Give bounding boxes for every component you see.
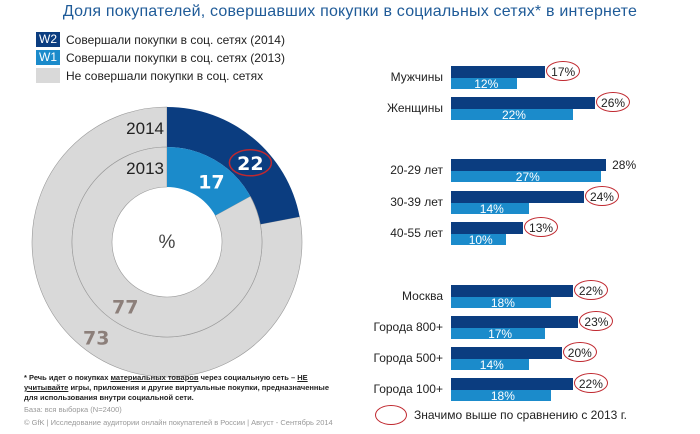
legend-swatch-w2: W2 [36, 32, 60, 47]
category-label: Города 100+ [373, 382, 444, 396]
category-label: Мужчины [390, 70, 443, 84]
significance-legend-ring [375, 405, 407, 425]
base-note: База: вся выборка (N=2400) [24, 405, 122, 414]
bar-2013 [451, 389, 551, 401]
legend-item-2014: W2 Совершали покупки в соц. сетях (2014) [36, 32, 285, 47]
value-label-2013: 12% [474, 77, 499, 91]
value-label-2013: 18% [490, 389, 515, 403]
legend-label: Совершали покупки в соц. сетях (2014) [66, 32, 285, 47]
footnote-text: * Речь идет о покупках [24, 373, 111, 382]
bar-2014 [451, 97, 596, 109]
footnote-underline: материальных товаров [110, 373, 199, 382]
bar-2013 [451, 202, 529, 214]
significance-ring [524, 217, 559, 237]
donut-label-bought-2013: 17 [198, 172, 224, 194]
category-label: 40-55 лет [390, 226, 443, 240]
bar-2014 [451, 285, 573, 297]
bar-2013 [451, 77, 518, 89]
significance-ring [546, 61, 581, 81]
value-label-2013: 14% [479, 358, 504, 372]
value-label-2013: 17% [488, 327, 513, 341]
footnote: * Речь идет о покупках материальных това… [24, 373, 344, 403]
bar-2014 [451, 347, 562, 359]
ring-year-label: 2013 [126, 159, 164, 178]
legend-swatch-w1: W1 [36, 50, 60, 65]
ring-year-label: 2014 [126, 119, 164, 138]
bar-2014 [451, 378, 573, 390]
legend-label: Не совершали покупки в соц. сетях [66, 68, 264, 83]
significance-ring [584, 186, 619, 206]
category-label: Женщины [386, 101, 443, 115]
significance-legend-label: Значимо выше по сравнению с 2013 г. [414, 408, 627, 422]
value-label-2013: 18% [490, 296, 515, 310]
footnote-underline: НЕ учитывайте [24, 373, 308, 392]
category-label: 20-29 лет [390, 163, 443, 177]
bar-2013 [451, 358, 529, 370]
bar-2013 [451, 108, 573, 120]
category-label: Города 500+ [373, 351, 444, 365]
legend-item-2013: W1 Совершали покупки в соц. сетях (2013) [36, 50, 285, 65]
footnote-text: игры, приложения и другие виртуальные по… [24, 383, 329, 402]
significance-ring [596, 92, 631, 112]
significance-ring [228, 149, 273, 177]
bar-2013 [451, 170, 601, 182]
bar-2014 [451, 222, 524, 234]
value-label-2013: 14% [479, 202, 504, 216]
legend-item-none: Не совершали покупки в соц. сетях [36, 68, 263, 83]
footnote-text: через социальную сеть – [198, 373, 298, 382]
bar-2013 [451, 296, 551, 308]
donut-label-none-2014: 73 [83, 327, 109, 349]
donut-label-bought-2014: 22 [237, 153, 263, 175]
category-label: Города 800+ [373, 320, 444, 334]
bar-2014 [451, 191, 584, 203]
bar-2013 [451, 233, 507, 245]
bar-2014 [451, 316, 579, 328]
donut-center-label: % [159, 232, 176, 253]
bar-2014 [451, 159, 607, 171]
value-label-2013: 22% [501, 108, 526, 122]
donut-slice-bought-2014 [167, 107, 300, 225]
significance-ring [573, 280, 608, 300]
donut-label-none-2013: 77 [112, 297, 138, 319]
value-label-2014: 28% [612, 158, 637, 172]
value-label-2013: 27% [515, 170, 540, 184]
category-label: 30-39 лет [390, 195, 443, 209]
bar-2013 [451, 327, 546, 339]
significance-ring [562, 342, 597, 362]
source-note: © GfK | Исследование аудитории онлайн по… [24, 418, 333, 427]
significance-ring [573, 373, 608, 393]
donut-slice-bought-2013 [167, 147, 251, 216]
significance-ring [579, 311, 614, 331]
donut-slice-none-2013 [71, 146, 263, 338]
bar-2014 [451, 66, 546, 78]
slide-title: Доля покупателей, совершавших покупки в … [62, 3, 638, 20]
value-label-2013: 10% [468, 233, 493, 247]
legend-label: Совершали покупки в соц. сетях (2013) [66, 50, 285, 65]
category-label: Москва [402, 289, 443, 303]
legend-swatch-none [36, 68, 60, 83]
